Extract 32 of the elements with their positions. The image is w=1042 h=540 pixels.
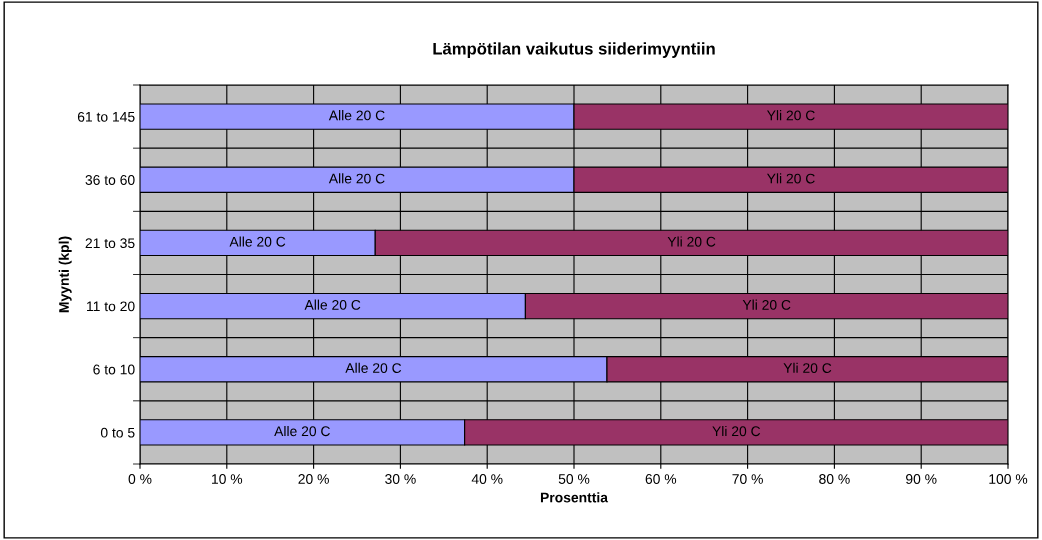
x-tick-label: 90 % [906,474,937,484]
x-tick-label: 40 % [471,474,503,484]
text: Yli 20 C [766,110,815,121]
x-tick-label: 60 % [645,474,677,484]
series-label: Alle 20 C [345,362,402,373]
x-tick-label: 80 % [819,474,850,484]
text: Alle 20 C [229,236,286,247]
y-tick-label: 6 to 10 [93,364,135,375]
x-tick-label: 20 % [298,474,329,484]
x-tick-label: 50 % [558,474,590,484]
y-tick-label: 21 to 35 [85,238,135,249]
text: Yli 20 C [766,173,815,184]
text: Yli 20 C [712,425,761,437]
y-tick-label: 61 to 145 [77,111,135,122]
y-tick-label: 36 to 60 [85,175,135,185]
text: Alle 20 C [274,425,330,437]
x-tick-label: 100 % [989,474,1028,484]
chart-title: Lämpötilan vaikutus siiderimyyntiin [433,42,715,58]
y-tick-label: 0 to 5 [100,427,135,438]
series-label: Yli 20 C [783,362,832,373]
x-axis-title: Prosenttia [540,492,609,503]
x-tick-label: 10 % [212,474,243,484]
x-tick-label: 0 % [128,474,152,484]
text: Yli 20 C [742,299,791,310]
y-tick-label: 11 to 20 [87,301,135,312]
text: Alle 20 C [328,173,385,184]
text: Alle 20 C [304,299,361,310]
y-axis-title: Myynti (kpl) [58,236,72,313]
text: Alle 20 C [328,110,385,121]
x-tick-label: 70 % [732,474,763,484]
text: Yli 20 C [667,236,716,247]
x-tick-label: 30 % [385,474,416,484]
